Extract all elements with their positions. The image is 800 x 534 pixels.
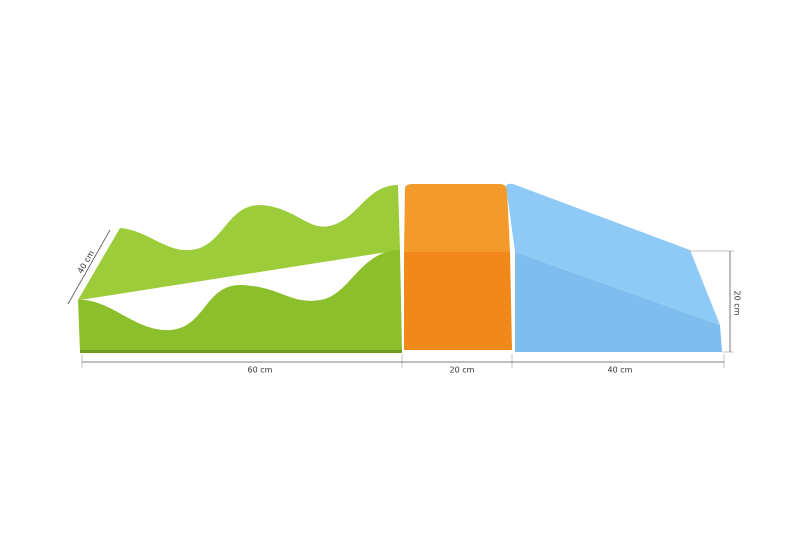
dimension-label: 20 cm xyxy=(733,291,742,316)
wave-top xyxy=(78,185,400,300)
dimension-label: 40 cm xyxy=(608,366,633,375)
wave-front xyxy=(78,250,402,352)
slope-piece xyxy=(506,183,722,352)
dimension-label: 20 cm xyxy=(450,366,475,375)
block-piece xyxy=(404,184,512,350)
dimension-label: 60 cm xyxy=(248,366,273,375)
slope-front xyxy=(515,252,722,352)
slope-top xyxy=(506,183,720,325)
block-front xyxy=(404,252,512,350)
wave-piece xyxy=(78,185,402,353)
dimension-line xyxy=(67,229,111,305)
wave-base xyxy=(80,350,402,353)
block-top xyxy=(404,184,510,252)
